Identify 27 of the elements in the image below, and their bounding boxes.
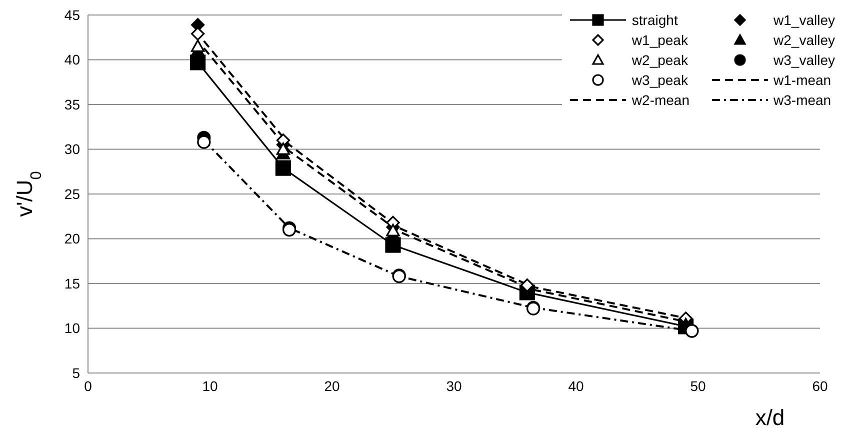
y-tick-label: 5 xyxy=(72,364,80,381)
x-tick-label: 50 xyxy=(690,378,706,394)
x-tick-label: 10 xyxy=(202,378,218,394)
x-tick-label: 60 xyxy=(812,378,828,394)
x-tick-label: 30 xyxy=(446,378,462,394)
legend-label: w3_valley xyxy=(774,52,835,68)
x-axis-title: x/d xyxy=(755,405,785,430)
y-tick-label: 10 xyxy=(64,320,80,336)
y-tick-label: 20 xyxy=(64,230,80,247)
y-tick-label: 45 xyxy=(64,6,80,23)
legend-label: w2_peak xyxy=(632,52,688,68)
legend-label: w1-mean xyxy=(774,72,832,88)
legend-label: straight xyxy=(632,12,678,28)
legend-label: w1_peak xyxy=(632,32,688,48)
x-tick-label: 20 xyxy=(324,378,340,394)
legend-label: w3_peak xyxy=(632,72,688,88)
legend-label: w2-mean xyxy=(632,92,690,108)
y-tick-label: 40 xyxy=(64,52,80,68)
x-tick-label: 0 xyxy=(84,378,92,394)
legend-label: w1_valley xyxy=(774,12,835,28)
x-tick-label: 40 xyxy=(568,378,584,394)
y-tick-label: 35 xyxy=(64,96,80,112)
legend-label: w3-mean xyxy=(774,92,832,108)
y-tick-label: 30 xyxy=(64,141,80,158)
y-tick-label: 15 xyxy=(64,275,80,292)
legend-label: w2_valley xyxy=(774,32,835,48)
y-tick-label: 25 xyxy=(64,186,80,202)
